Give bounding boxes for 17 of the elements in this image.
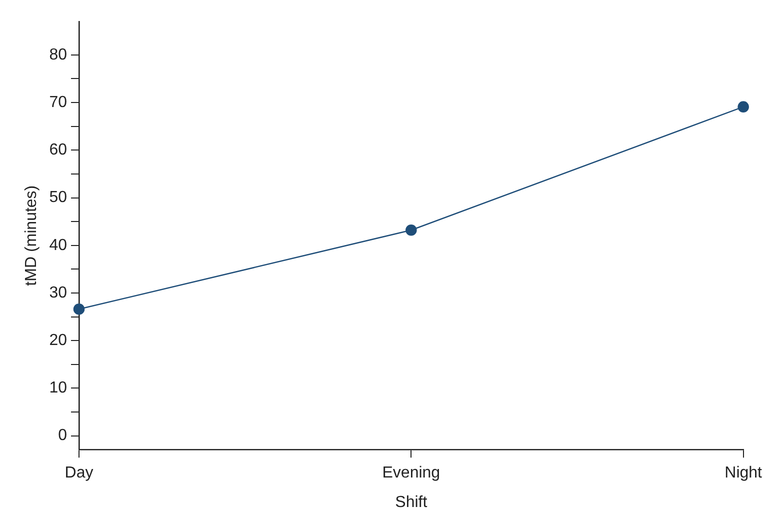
y-tick-label: 10 bbox=[49, 380, 68, 397]
point bbox=[738, 101, 749, 112]
y-tick-label: 20 bbox=[49, 332, 68, 349]
x-tick-label: Evening bbox=[382, 464, 440, 482]
x-tick-label: Night bbox=[724, 464, 763, 482]
y-tick-label: 0 bbox=[58, 427, 68, 444]
y-tick-label: 50 bbox=[49, 189, 68, 206]
y-axis-title: tMD (minutes) bbox=[23, 185, 40, 286]
point bbox=[406, 224, 417, 236]
y-tick-label: 80 bbox=[49, 46, 68, 64]
y-tick-label: 70 bbox=[49, 94, 68, 111]
y-tick-label: 60 bbox=[49, 142, 68, 159]
y-tick-label: 30 bbox=[49, 284, 68, 302]
y-tick-label: 40 bbox=[49, 236, 68, 254]
x-tick-label: Day bbox=[64, 464, 94, 482]
point bbox=[73, 304, 85, 315]
x-axis-title: Shift bbox=[395, 494, 428, 511]
